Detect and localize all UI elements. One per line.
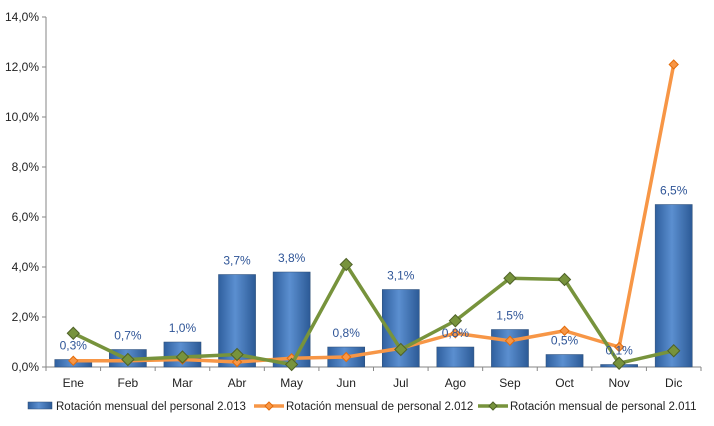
bar-data-label: 3,8% — [278, 251, 306, 265]
x-tick-label: Dic — [665, 376, 682, 390]
x-tick-label: Ago — [445, 376, 467, 390]
line-marker-2 — [175, 350, 190, 364]
line-marker-2 — [667, 344, 681, 358]
data-labels: 0,3% 0,7% 1,0% 3,7% 3,8% 0,8% 3,1% 0,8% 1,5% 0,5%… — [60, 184, 688, 358]
bar-data-label: 0,5% — [551, 334, 579, 348]
line-marker-1 — [341, 351, 352, 363]
y-tick-label: 14,0% — [5, 10, 39, 24]
bar-oct — [545, 354, 584, 368]
line-series-1 — [73, 64, 676, 364]
bar-data-label: 3,7% — [223, 254, 251, 268]
line-marker-2 — [503, 271, 517, 285]
legend-label: Rotación mensual del personal 2.013 — [56, 401, 246, 413]
bar-data-label: 0,3% — [60, 339, 88, 353]
bar-data-label: 1,0% — [169, 321, 197, 335]
legend: Rotación mensual del personal 2.013 Rotac… — [27, 401, 696, 413]
x-tick-label: Jun — [337, 376, 356, 390]
line-marker-2 — [230, 347, 244, 362]
line-marker-1 — [559, 325, 570, 336]
line-marker-1 — [504, 335, 516, 346]
x-tick-label: Abr — [228, 376, 247, 390]
line-marker-1 — [668, 59, 679, 70]
line-marker-2 — [394, 342, 408, 357]
y-tick-label: 12,0% — [5, 60, 39, 74]
x-tick-label: Ene — [63, 376, 85, 390]
bar-data-label: 6,5% — [660, 184, 688, 198]
x-tick-label: Feb — [118, 376, 139, 390]
x-tick-label: Nov — [608, 376, 629, 390]
legend-swatch-bar — [27, 401, 53, 410]
y-tick-label: 8,0% — [12, 160, 40, 174]
bar-may — [272, 271, 311, 368]
bar-data-label: 0,7% — [114, 329, 142, 343]
line-marker-2 — [284, 357, 299, 372]
bar-data-label: 0,8% — [333, 326, 361, 340]
legend-swatch-marker — [264, 401, 274, 411]
bar-data-label: 3,1% — [387, 269, 415, 283]
bar-sep — [491, 329, 529, 368]
line-marker-2 — [66, 326, 80, 340]
legend-label: Rotación mensual de personal 2.011 — [510, 401, 696, 413]
line-series — [66, 59, 681, 372]
legend-swatch-marker — [488, 401, 498, 411]
y-tick-label: 2,0% — [12, 310, 40, 324]
line-marker-2 — [121, 352, 135, 367]
line-marker-2 — [339, 257, 353, 272]
x-tick-label: Mar — [172, 376, 193, 390]
y-tick-label: 10,0% — [5, 110, 39, 124]
y-tick-label: 6,0% — [12, 210, 40, 224]
axes: 0,0% 2,0% 4,0% 6,0% 8,0% 10,0% 12,0% 14,0% Ene Fe… — [5, 10, 702, 390]
bar-ago — [436, 346, 475, 368]
x-tick-label: Sep — [499, 376, 521, 390]
bar-series — [54, 204, 693, 368]
x-tick-label: May — [280, 376, 303, 390]
line-marker-1 — [613, 341, 625, 353]
line-marker-2 — [557, 272, 572, 287]
bar-data-label: 0,8% — [442, 326, 470, 340]
line-series-2 — [72, 262, 675, 367]
legend-label: Rotación mensual de personal 2.012 — [286, 401, 473, 413]
y-tick-label: 4,0% — [12, 260, 40, 274]
bar-data-label: 1,5% — [496, 309, 524, 323]
line-marker-1 — [68, 355, 79, 366]
line-marker-1 — [450, 328, 461, 339]
x-tick-label: Oct — [555, 376, 574, 390]
line-marker-2 — [448, 314, 463, 328]
bar-data-label: 0,1% — [605, 344, 633, 358]
line-marker-1 — [231, 356, 243, 368]
x-tick-label: Jul — [393, 376, 408, 390]
line-marker-2 — [612, 356, 626, 370]
y-tick-label: 0,0% — [12, 360, 40, 374]
bar-dic — [654, 204, 693, 368]
